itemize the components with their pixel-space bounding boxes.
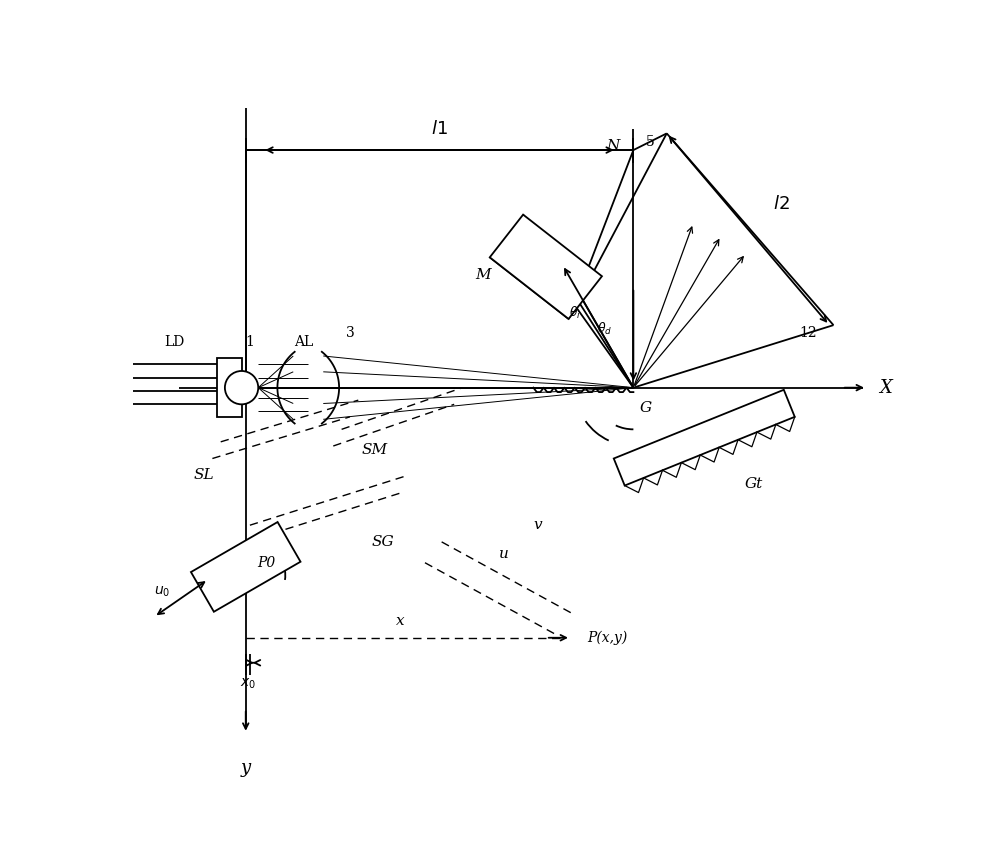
Text: $x_0$: $x_0$ <box>240 676 256 690</box>
Polygon shape <box>490 215 602 319</box>
Text: X: X <box>879 379 892 397</box>
Text: 12: 12 <box>800 327 817 340</box>
Bar <box>217 359 242 417</box>
Text: 1: 1 <box>245 335 254 349</box>
Text: P0: P0 <box>257 556 276 570</box>
Text: $\theta_i$: $\theta_i$ <box>569 305 581 321</box>
Text: $u_0$: $u_0$ <box>154 584 171 600</box>
Text: M: M <box>476 268 491 282</box>
Text: 5: 5 <box>646 135 654 149</box>
Text: N: N <box>606 139 619 153</box>
Text: Gt: Gt <box>745 477 763 491</box>
Text: G: G <box>640 402 652 415</box>
Text: P(x,y): P(x,y) <box>588 631 628 645</box>
Text: $l2$: $l2$ <box>773 195 790 213</box>
Text: $l1$: $l1$ <box>431 120 448 138</box>
Text: v: v <box>533 518 542 532</box>
Text: $\theta_d$: $\theta_d$ <box>597 322 612 338</box>
Text: AL: AL <box>294 335 314 349</box>
Circle shape <box>225 371 258 404</box>
Text: x: x <box>396 614 404 628</box>
Text: 3: 3 <box>346 327 354 340</box>
Text: SM: SM <box>362 443 388 457</box>
Polygon shape <box>191 522 301 612</box>
Text: SL: SL <box>194 468 214 482</box>
Polygon shape <box>614 390 795 486</box>
Text: y: y <box>241 759 251 776</box>
Text: SG: SG <box>372 535 395 549</box>
Text: LD: LD <box>165 335 185 349</box>
Text: u: u <box>499 547 509 562</box>
